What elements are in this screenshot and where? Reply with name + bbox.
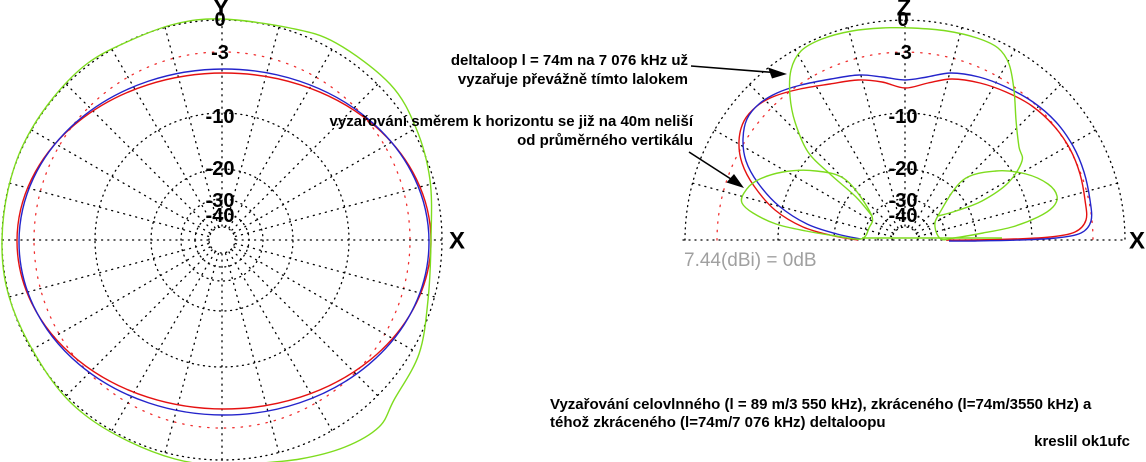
azimuth-ring-labels: 0 -3 -10 -20 -30 -40 [206,9,235,227]
azimuth-curves [1,18,433,462]
x-axis-label-left-plot: X [449,228,465,255]
horizon-note-line1: vyzařování směrem k horizontu se již na … [329,113,693,130]
y-axis-label: Y [213,0,229,22]
ring-label-0dB: 0 [214,9,225,31]
gain-reference-label: 7.44(dBi) = 0dB [684,250,817,271]
pattern-curve [1,18,433,462]
figure-caption: Vyzařování celovlnného (l = 89 m/3 550 k… [550,396,1091,431]
ring-label-10dB: -10 [889,106,918,128]
caption-line1: Vyzařování celovlnného (l = 89 m/3 550 k… [550,396,1092,413]
ring-label-20dB: -20 [889,158,918,180]
ring-label-3dB: -3 [211,42,229,64]
lobe-note: deltaloop l = 74m na 7 076 kHz už vyzařu… [451,51,688,89]
pattern-curve [740,169,874,240]
ring-label-3dB: -3 [894,42,912,64]
lobe-note-line1: deltaloop l = 74m na 7 076 kHz už [450,52,688,69]
elevation-curves [738,26,1093,242]
ring-label-40dB: -40 [206,205,235,227]
horizon-note: vyzařování směrem k horizontu se již na … [330,112,693,150]
caption-line2: téhož zkráceného (l=74m/7 076 kHz) delta… [550,413,886,431]
pattern-curve [934,170,1058,241]
azimuth-plot: 0 -3 -10 -20 -30 -40 Y X [1,0,465,462]
pattern-curve [18,68,430,416]
azimuth-grid [1,19,443,461]
lobe-arrow [690,65,787,79]
horizon-arrow [688,151,744,188]
ring-label-10dB: -10 [206,106,235,128]
author-credit: kreslil ok1ufc [1034,433,1130,450]
ring-label-30dB: -30 [206,190,235,212]
pattern-curve [738,78,1088,241]
annotation-arrows [688,65,787,188]
elevation-grid [682,19,1128,241]
ring-label-40dB: -40 [889,205,918,227]
ring-label-0dB: 0 [897,9,908,31]
lobe-note-line2: vyzařuje převážně tímto lalokem [457,71,688,88]
pattern-curve [742,72,1093,242]
ring-label-20dB: -20 [206,158,235,180]
ring-label-30dB: -30 [889,190,918,212]
elevation-plot: 0 -3 -10 -20 -30 -40 Z X [682,0,1145,255]
elevation-ring-labels: 0 -3 -10 -20 -30 -40 [889,9,918,227]
pattern-curve [788,26,1024,217]
z-axis-label: Z [897,0,912,22]
horizon-note-line2: od průměrného vertikálu [517,132,693,149]
x-axis-label-right-plot: X [1129,228,1145,255]
